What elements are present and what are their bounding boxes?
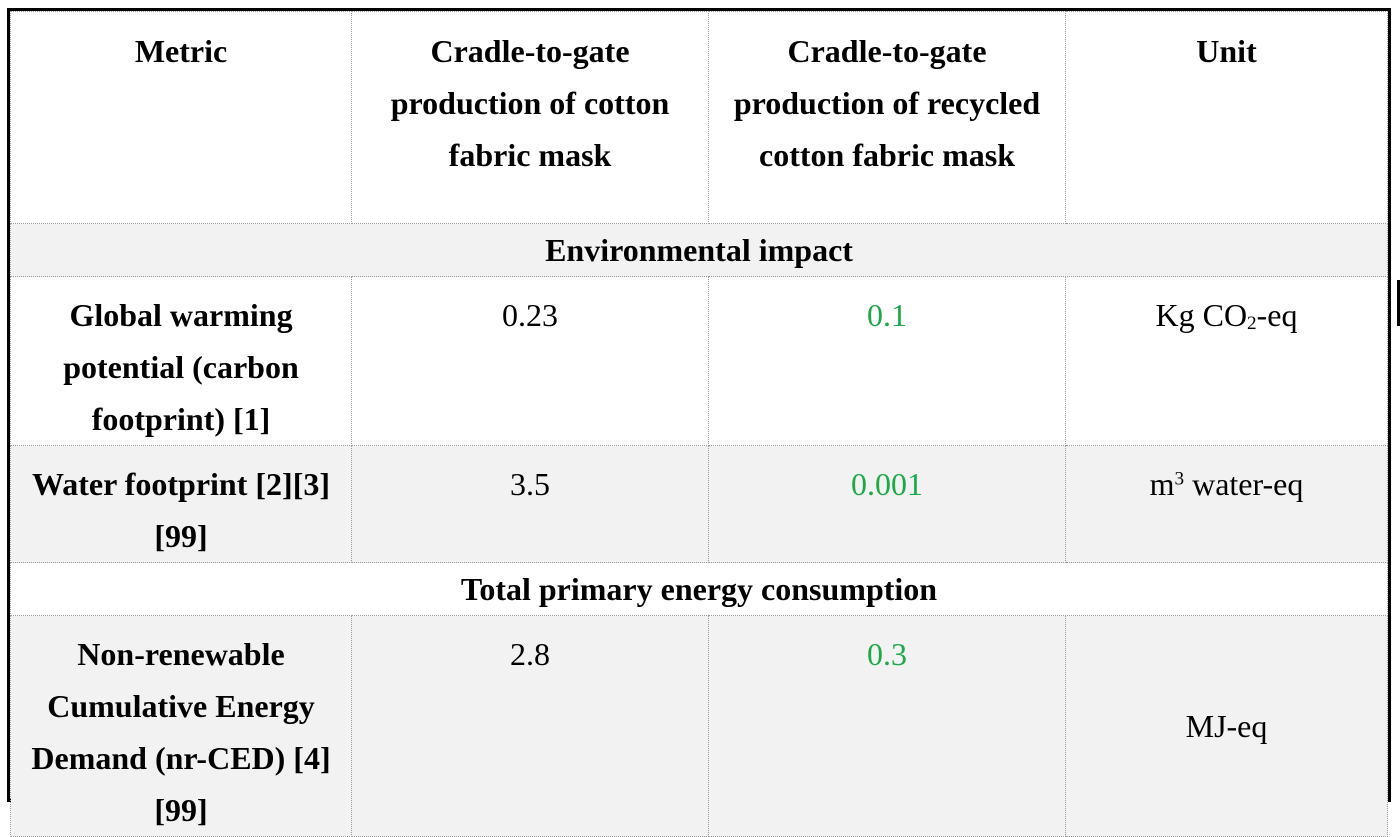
unit-subscript: 2	[1247, 312, 1257, 334]
table-row: Global warming potential (carbon footpri…	[10, 276, 1388, 446]
section-title: Environmental impact	[10, 223, 1388, 277]
cotton-value-cell: 0.23	[351, 276, 709, 446]
table-row: Water footprint [2][3][99] 3.5 0.001 m3 …	[10, 445, 1388, 563]
cotton-value-cell: 3.5	[351, 445, 709, 563]
metric-cell: Water footprint [2][3][99]	[10, 445, 352, 563]
comparison-table-container: Metric Cradle-to-gate production of cott…	[7, 8, 1391, 837]
recycled-value-cell: 0.1	[708, 276, 1066, 446]
unit-text: Kg CO	[1155, 297, 1248, 333]
header-recycled-cotton-mask: Cradle-to-gate production of recycled co…	[708, 11, 1066, 224]
metric-cell: Non-renewable Cumulative Energy Demand (…	[10, 615, 352, 837]
section-row-total-primary-energy: Total primary energy consumption	[10, 562, 1388, 616]
lca-comparison-table: Metric Cradle-to-gate production of cott…	[10, 11, 1388, 837]
unit-cell: MJ-eq	[1065, 615, 1388, 837]
unit-suffix: -eq	[1256, 297, 1298, 333]
metric-cell: Global warming potential (carbon footpri…	[10, 276, 352, 446]
table-row: Non-renewable Cumulative Energy Demand (…	[10, 615, 1388, 837]
unit-text: m	[1149, 466, 1175, 502]
header-metric: Metric	[10, 11, 352, 224]
unit-cell: m3 water-eq	[1065, 445, 1388, 563]
unit-superscript: 3	[1174, 468, 1185, 490]
page-edge-marker	[1397, 280, 1400, 326]
section-row-environmental-impact: Environmental impact	[10, 223, 1388, 277]
header-cotton-mask: Cradle-to-gate production of cotton fabr…	[351, 11, 709, 224]
unit-cell: Kg CO2-eq	[1065, 276, 1388, 446]
unit-suffix: water-eq	[1184, 466, 1304, 502]
header-unit: Unit	[1065, 11, 1388, 224]
cotton-value-cell: 2.8	[351, 615, 709, 837]
section-title: Total primary energy consumption	[10, 562, 1388, 616]
table-header-row: Metric Cradle-to-gate production of cott…	[10, 11, 1388, 224]
recycled-value-cell: 0.001	[708, 445, 1066, 563]
recycled-value-cell: 0.3	[708, 615, 1066, 837]
